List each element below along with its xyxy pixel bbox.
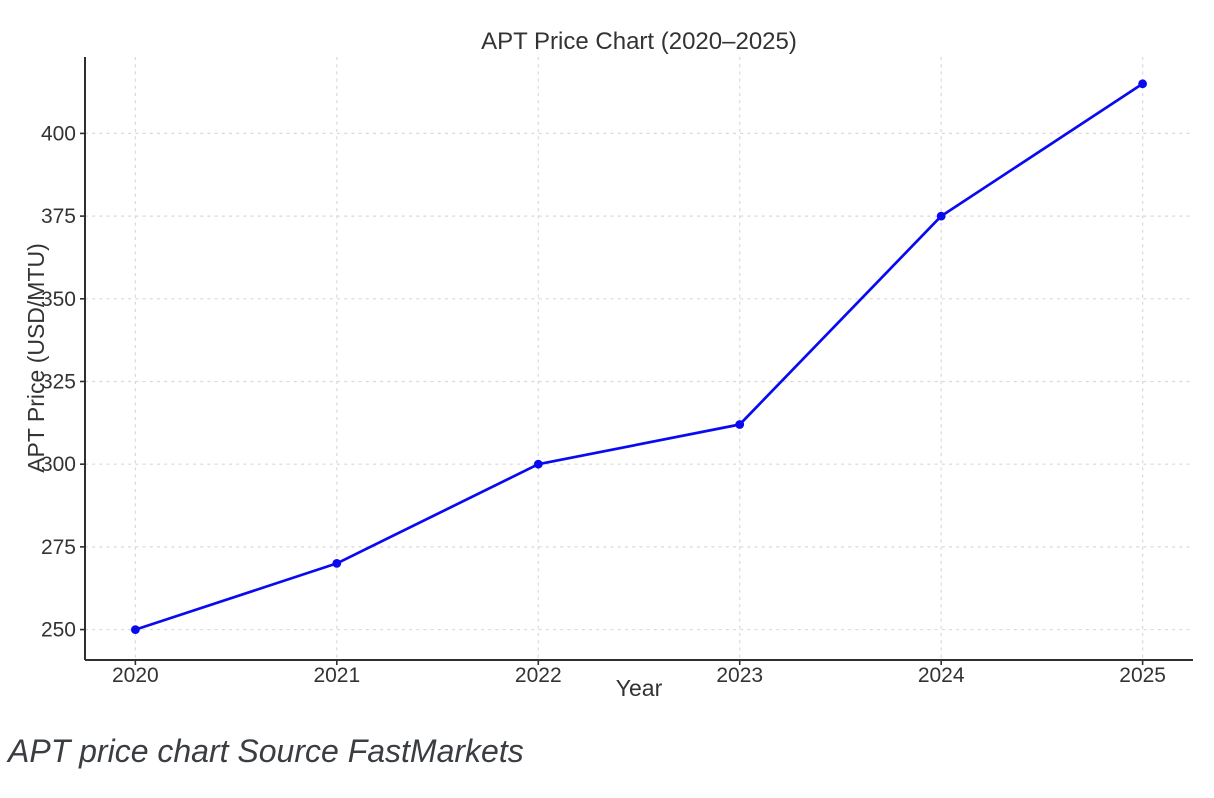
x-tick-label: 2022	[515, 664, 562, 687]
gridlines	[85, 57, 1193, 660]
data-point-marker	[1138, 79, 1147, 89]
tick-labels: 2020 2021 2022 2023 2024 2025 250 275 300 325 350 3…	[41, 122, 1166, 687]
x-tick-label: 2024	[918, 664, 965, 687]
y-tick-label: 375	[41, 205, 76, 228]
data-point-marker	[735, 420, 745, 429]
x-tick-label: 2023	[716, 664, 763, 687]
data-point-marker	[332, 559, 342, 568]
y-tick-label: 250	[41, 619, 76, 642]
x-tick-label: 2025	[1119, 664, 1166, 687]
x-axis-label: Year	[616, 675, 663, 701]
data-point-marker	[131, 625, 140, 634]
apt-price-line-chart: 2020 2021 2022 2023 2024 2025 250 275 300 325 350 3…	[23, 28, 1193, 701]
y-tick-label: 275	[41, 536, 76, 559]
chart-title: APT Price Chart (2020–2025)	[481, 28, 797, 55]
x-tick-label: 2020	[112, 664, 159, 687]
axes	[80, 57, 1193, 665]
data-point-marker	[936, 211, 946, 221]
price-line	[134, 82, 1144, 631]
y-axis-label: APT Price (USD/MTU)	[23, 243, 49, 473]
y-tick-label: 325	[41, 370, 76, 393]
y-tick-label: 300	[41, 453, 76, 476]
x-tick-label: 2021	[313, 664, 360, 687]
data-point-marker	[533, 459, 543, 469]
y-tick-label: 400	[41, 122, 76, 145]
price-series	[131, 79, 1147, 634]
y-tick-label: 350	[41, 288, 76, 311]
figure-caption: APT price chart Source FastMarkets	[8, 733, 524, 769]
